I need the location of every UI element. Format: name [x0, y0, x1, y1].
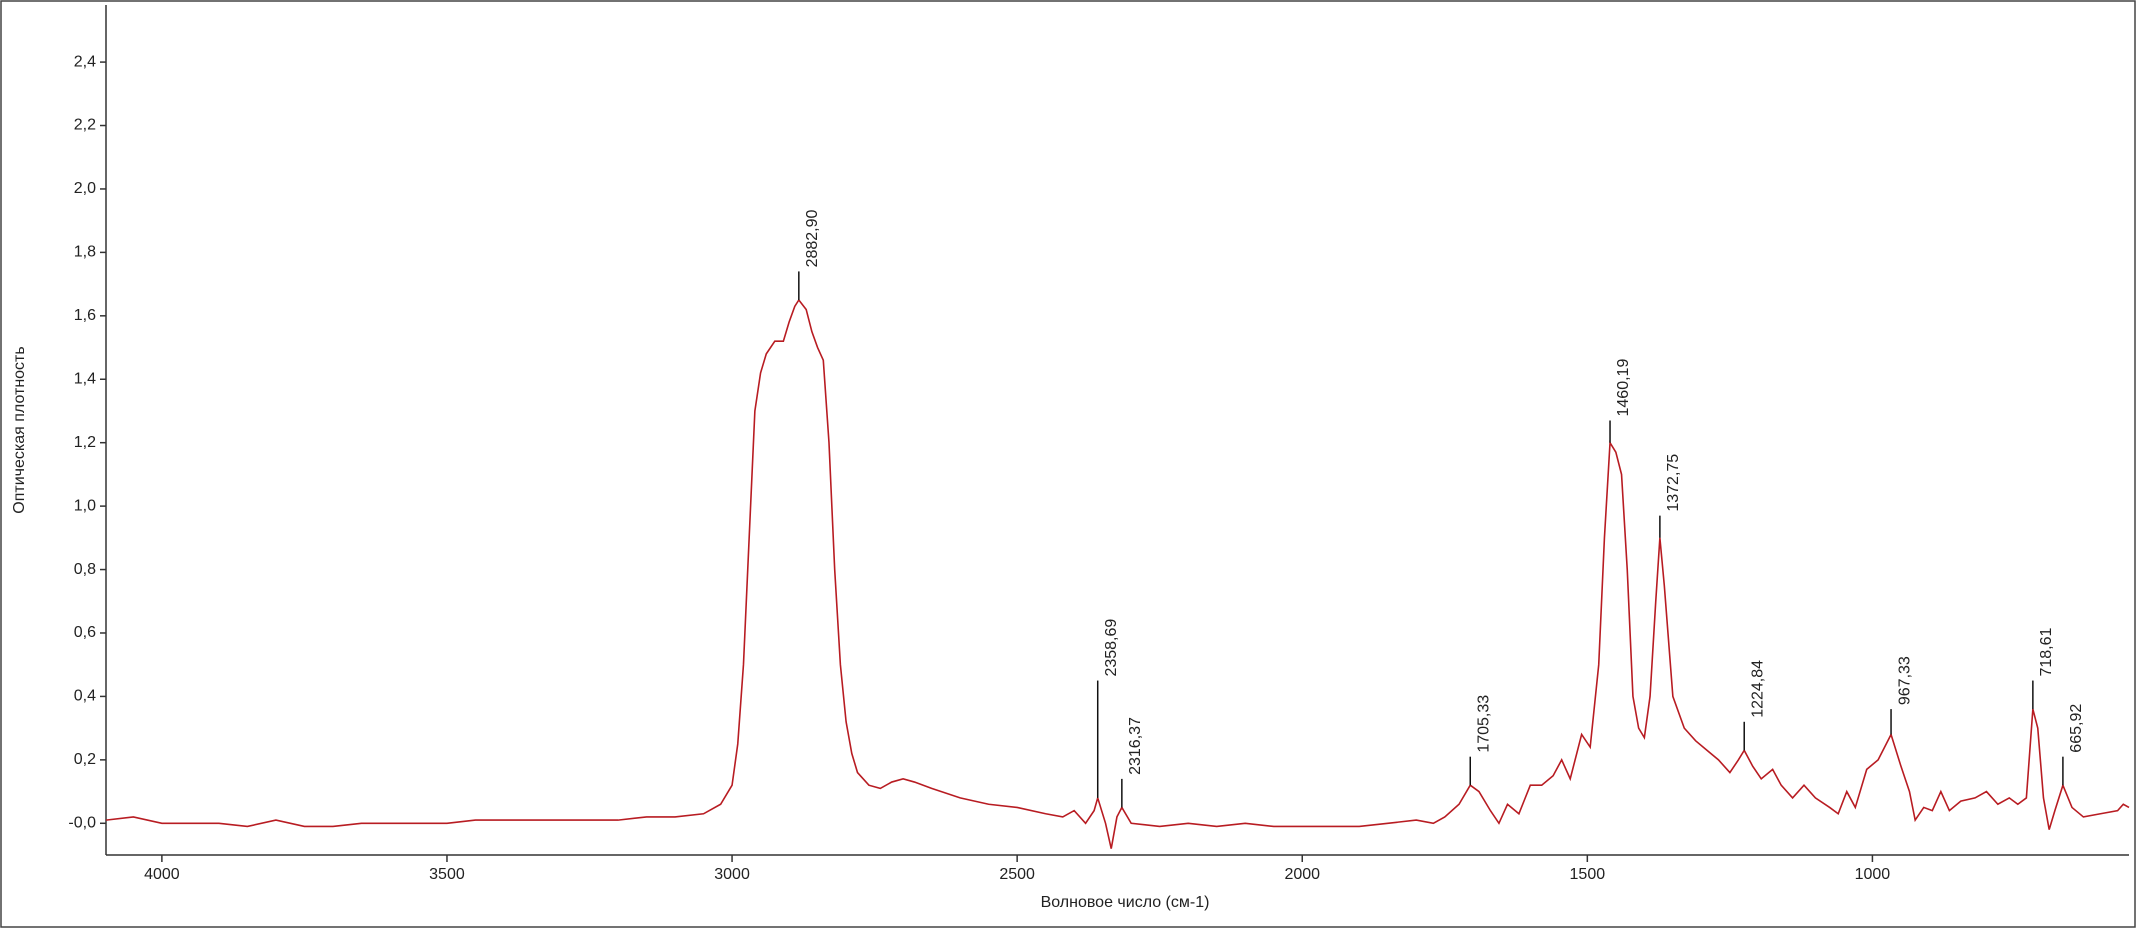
x-tick-label: 2500	[999, 866, 1035, 883]
x-tick-label: 4000	[144, 866, 180, 883]
y-tick-label: 0,8	[74, 561, 96, 578]
spectrum-line	[105, 298, 2130, 849]
y-tick-label: 1,4	[74, 370, 96, 387]
x-tick-label: 3000	[714, 866, 750, 883]
peak-label: 665,92	[2068, 704, 2085, 753]
y-tick-label: 1,2	[74, 434, 96, 451]
peak-label: 1372,75	[1665, 454, 1682, 512]
peak-label: 718,61	[2038, 628, 2055, 677]
peak-label: 967,33	[1896, 656, 1913, 705]
x-tick-label: 1500	[1570, 866, 1606, 883]
peak-label: 1224,84	[1749, 660, 1766, 718]
x-axis-title: Волновое число (см-1)	[1041, 894, 1210, 911]
peak-label: 2358,69	[1103, 619, 1120, 677]
y-tick-label: 0,2	[74, 751, 96, 768]
peak-label: 1460,19	[1615, 359, 1632, 417]
y-tick-label: 2,4	[74, 53, 96, 70]
y-axis-title: Оптическая плотность	[11, 346, 28, 513]
x-tick-label: 3500	[429, 866, 465, 883]
peak-label: 2882,90	[804, 209, 821, 267]
y-tick-label: 1,0	[74, 497, 96, 514]
y-tick-label: 1,6	[74, 307, 96, 324]
peak-label: 1705,33	[1475, 695, 1492, 753]
y-tick-label: 1,8	[74, 244, 96, 261]
y-tick-label: 2,0	[74, 180, 96, 197]
y-tick-label: 2,2	[74, 117, 96, 134]
peak-label: 2316,37	[1127, 717, 1144, 775]
y-tick-label: -0,0	[68, 815, 96, 832]
y-tick-label: 0,4	[74, 688, 96, 705]
x-tick-label: 1000	[1855, 866, 1891, 883]
y-tick-label: 0,6	[74, 624, 96, 641]
x-tick-label: 2000	[1284, 866, 1320, 883]
